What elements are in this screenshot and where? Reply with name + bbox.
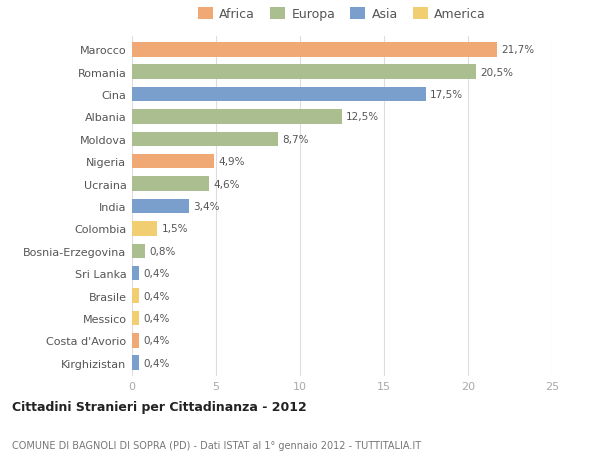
Text: 0,4%: 0,4% [143, 291, 169, 301]
Text: COMUNE DI BAGNOLI DI SOPRA (PD) - Dati ISTAT al 1° gennaio 2012 - TUTTITALIA.IT: COMUNE DI BAGNOLI DI SOPRA (PD) - Dati I… [12, 440, 421, 450]
Text: 0,4%: 0,4% [143, 336, 169, 346]
Bar [132, 311, 139, 325]
Bar [132, 177, 209, 191]
Text: 12,5%: 12,5% [346, 112, 379, 122]
Text: 20,5%: 20,5% [481, 67, 514, 78]
Text: 3,4%: 3,4% [193, 202, 220, 212]
Text: 17,5%: 17,5% [430, 90, 463, 100]
Bar [132, 65, 476, 80]
Bar [132, 266, 139, 281]
Text: 21,7%: 21,7% [501, 45, 534, 55]
Text: 0,4%: 0,4% [143, 358, 169, 368]
Text: 0,8%: 0,8% [149, 246, 176, 256]
Bar [132, 289, 139, 303]
Text: 1,5%: 1,5% [161, 224, 188, 234]
Bar [132, 199, 189, 214]
Legend: Africa, Europa, Asia, America: Africa, Europa, Asia, America [196, 6, 488, 24]
Bar [132, 132, 278, 147]
Bar [132, 222, 157, 236]
Text: 0,4%: 0,4% [143, 269, 169, 279]
Bar [132, 43, 497, 57]
Bar [132, 88, 426, 102]
Text: 8,7%: 8,7% [283, 134, 309, 145]
Text: Cittadini Stranieri per Cittadinanza - 2012: Cittadini Stranieri per Cittadinanza - 2… [12, 400, 307, 413]
Text: 4,6%: 4,6% [214, 179, 240, 189]
Text: 4,9%: 4,9% [218, 157, 245, 167]
Text: 0,4%: 0,4% [143, 313, 169, 323]
Bar [132, 356, 139, 370]
Bar [132, 244, 145, 258]
Bar [132, 333, 139, 348]
Bar [132, 110, 342, 124]
Bar [132, 155, 214, 169]
